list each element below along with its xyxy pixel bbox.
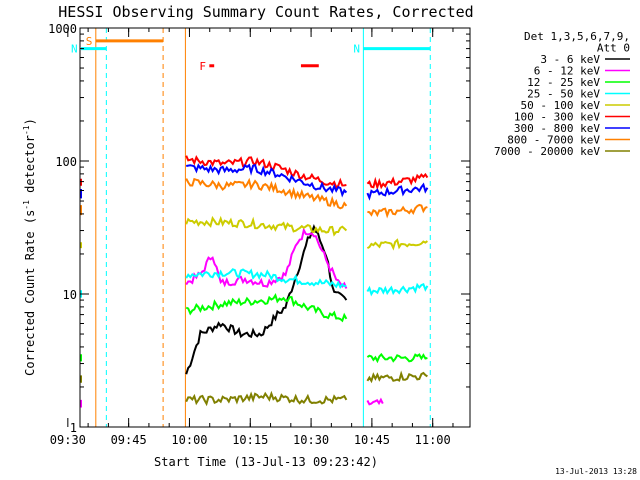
flag-label-2: N — [71, 43, 78, 56]
series-7000-20000-kev-segment-3 — [366, 370, 428, 384]
series-100-300-kev-segment-2 — [185, 155, 347, 189]
legend-label: 7000 - 20000 keV — [494, 145, 600, 158]
x-tick-label-11:00: 11:00 — [415, 433, 451, 447]
y-tick-label-100: 100 — [55, 155, 77, 169]
flag-label-4: F — [199, 60, 206, 73]
series-800-7000-kev — [80, 177, 428, 219]
series-300-800-kev-segment-2 — [186, 163, 348, 198]
legend-label: 300 - 800 keV — [514, 122, 600, 135]
series-12-25-kev-segment-2 — [185, 292, 348, 323]
series-800-7000-kev-segment-3 — [367, 203, 428, 219]
chart-title: HESSI Observing Summary Count Rates, Cor… — [58, 3, 473, 21]
x-tick-label-10:30: 10:30 — [293, 433, 329, 447]
legend-label: 6 - 12 keV — [534, 65, 601, 78]
series-100-300-kev-segment-3 — [366, 172, 429, 191]
legend-label: 12 - 25 keV — [527, 76, 600, 89]
series-12-25-kev-segment-3 — [366, 352, 428, 364]
y-axis-label: Corrected Count Rate (s-1 detector-1) — [22, 118, 37, 376]
legend-header-2: Att 0 — [597, 42, 630, 55]
legend-entry-3-6-kev: 3 - 6 keV — [540, 53, 630, 66]
series-300-800-kev-segment-3 — [366, 182, 429, 201]
series-6-12-kev — [80, 227, 384, 408]
y-tick-label-10: 10 — [63, 288, 77, 302]
series-12-25-kev — [80, 292, 428, 364]
legend-header-1: Det 1,3,5,6,7,9, — [524, 30, 630, 43]
series-25-50-kev-segment-3 — [366, 282, 429, 297]
y-tick-label-1000: 1000 — [48, 22, 77, 36]
x-tick-label-10:00: 10:00 — [171, 433, 207, 447]
series-6-12-kev-segment-3 — [366, 397, 384, 406]
x-tick-label-10:15: 10:15 — [232, 433, 268, 447]
series-50-100-kev — [80, 215, 428, 251]
footer-timestamp: 13-Jul-2013 13:28 — [555, 467, 637, 476]
series-50-100-kev-segment-2 — [185, 215, 348, 237]
legend-entry-25-50-kev: 25 - 50 keV — [527, 88, 630, 101]
legend-entry-50-100-kev: 50 - 100 keV — [521, 99, 630, 112]
legend-label: 50 - 100 keV — [521, 99, 601, 112]
series-25-50-kev-segment-2 — [185, 268, 347, 290]
legend-entry-7000-20000-kev: 7000 - 20000 keV — [494, 145, 630, 158]
y-axis-label-part-1: Corrected Count Rate (s — [23, 210, 37, 376]
x-tick-label-09:30: 09:30 — [50, 433, 86, 447]
legend-entry-300-800-kev: 300 - 800 keV — [514, 122, 630, 135]
x-axis-label: Start Time (13-Jul-13 09:23:42) — [154, 455, 378, 469]
series-7000-20000-kev-segment-2 — [185, 390, 348, 407]
plot-frame — [79, 27, 471, 428]
legend-entry-12-25-kev: 12 - 25 keV — [527, 76, 630, 89]
plot-area: SN NF — [71, 28, 431, 427]
series-7000-20000-kev — [80, 370, 428, 407]
legend-label: 3 - 6 keV — [540, 53, 600, 66]
y-axis-label-part-2: -1 — [22, 200, 31, 210]
y-axis-label-part-4: -1 — [22, 125, 31, 135]
legend-label: 100 - 300 keV — [514, 111, 600, 124]
legend-entry-800-7000-kev: 800 - 7000 keV — [507, 134, 630, 147]
legend-label: 800 - 7000 keV — [507, 134, 600, 147]
axes: 1 10 100 1000 09:30 09:45 10:00 10:15 10:30 10:45… — [48, 22, 471, 447]
x-tick-label-09:45: 09:45 — [111, 433, 147, 447]
series-800-7000-kev-segment-2 — [185, 177, 348, 210]
y-tick-label-1: 1 — [70, 421, 77, 435]
series-3-6-kev-segment-1 — [185, 224, 348, 375]
series-50-100-kev-segment-3 — [366, 238, 428, 251]
series-3-6-kev — [185, 224, 348, 375]
y-axis-label-part-5: ) — [23, 118, 37, 125]
flag-label-3: N — [353, 43, 360, 56]
legend-entry-100-300-kev: 100 - 300 keV — [514, 111, 630, 124]
legend-entry-6-12-kev: 6 - 12 keV — [534, 65, 630, 78]
legend-label: 25 - 50 keV — [527, 88, 600, 101]
y-axis-label-part-3: detector — [23, 135, 37, 200]
x-tick-label-10:45: 10:45 — [354, 433, 390, 447]
series-6-12-kev-segment-2 — [185, 227, 348, 289]
flag-label-1: S — [86, 35, 93, 48]
